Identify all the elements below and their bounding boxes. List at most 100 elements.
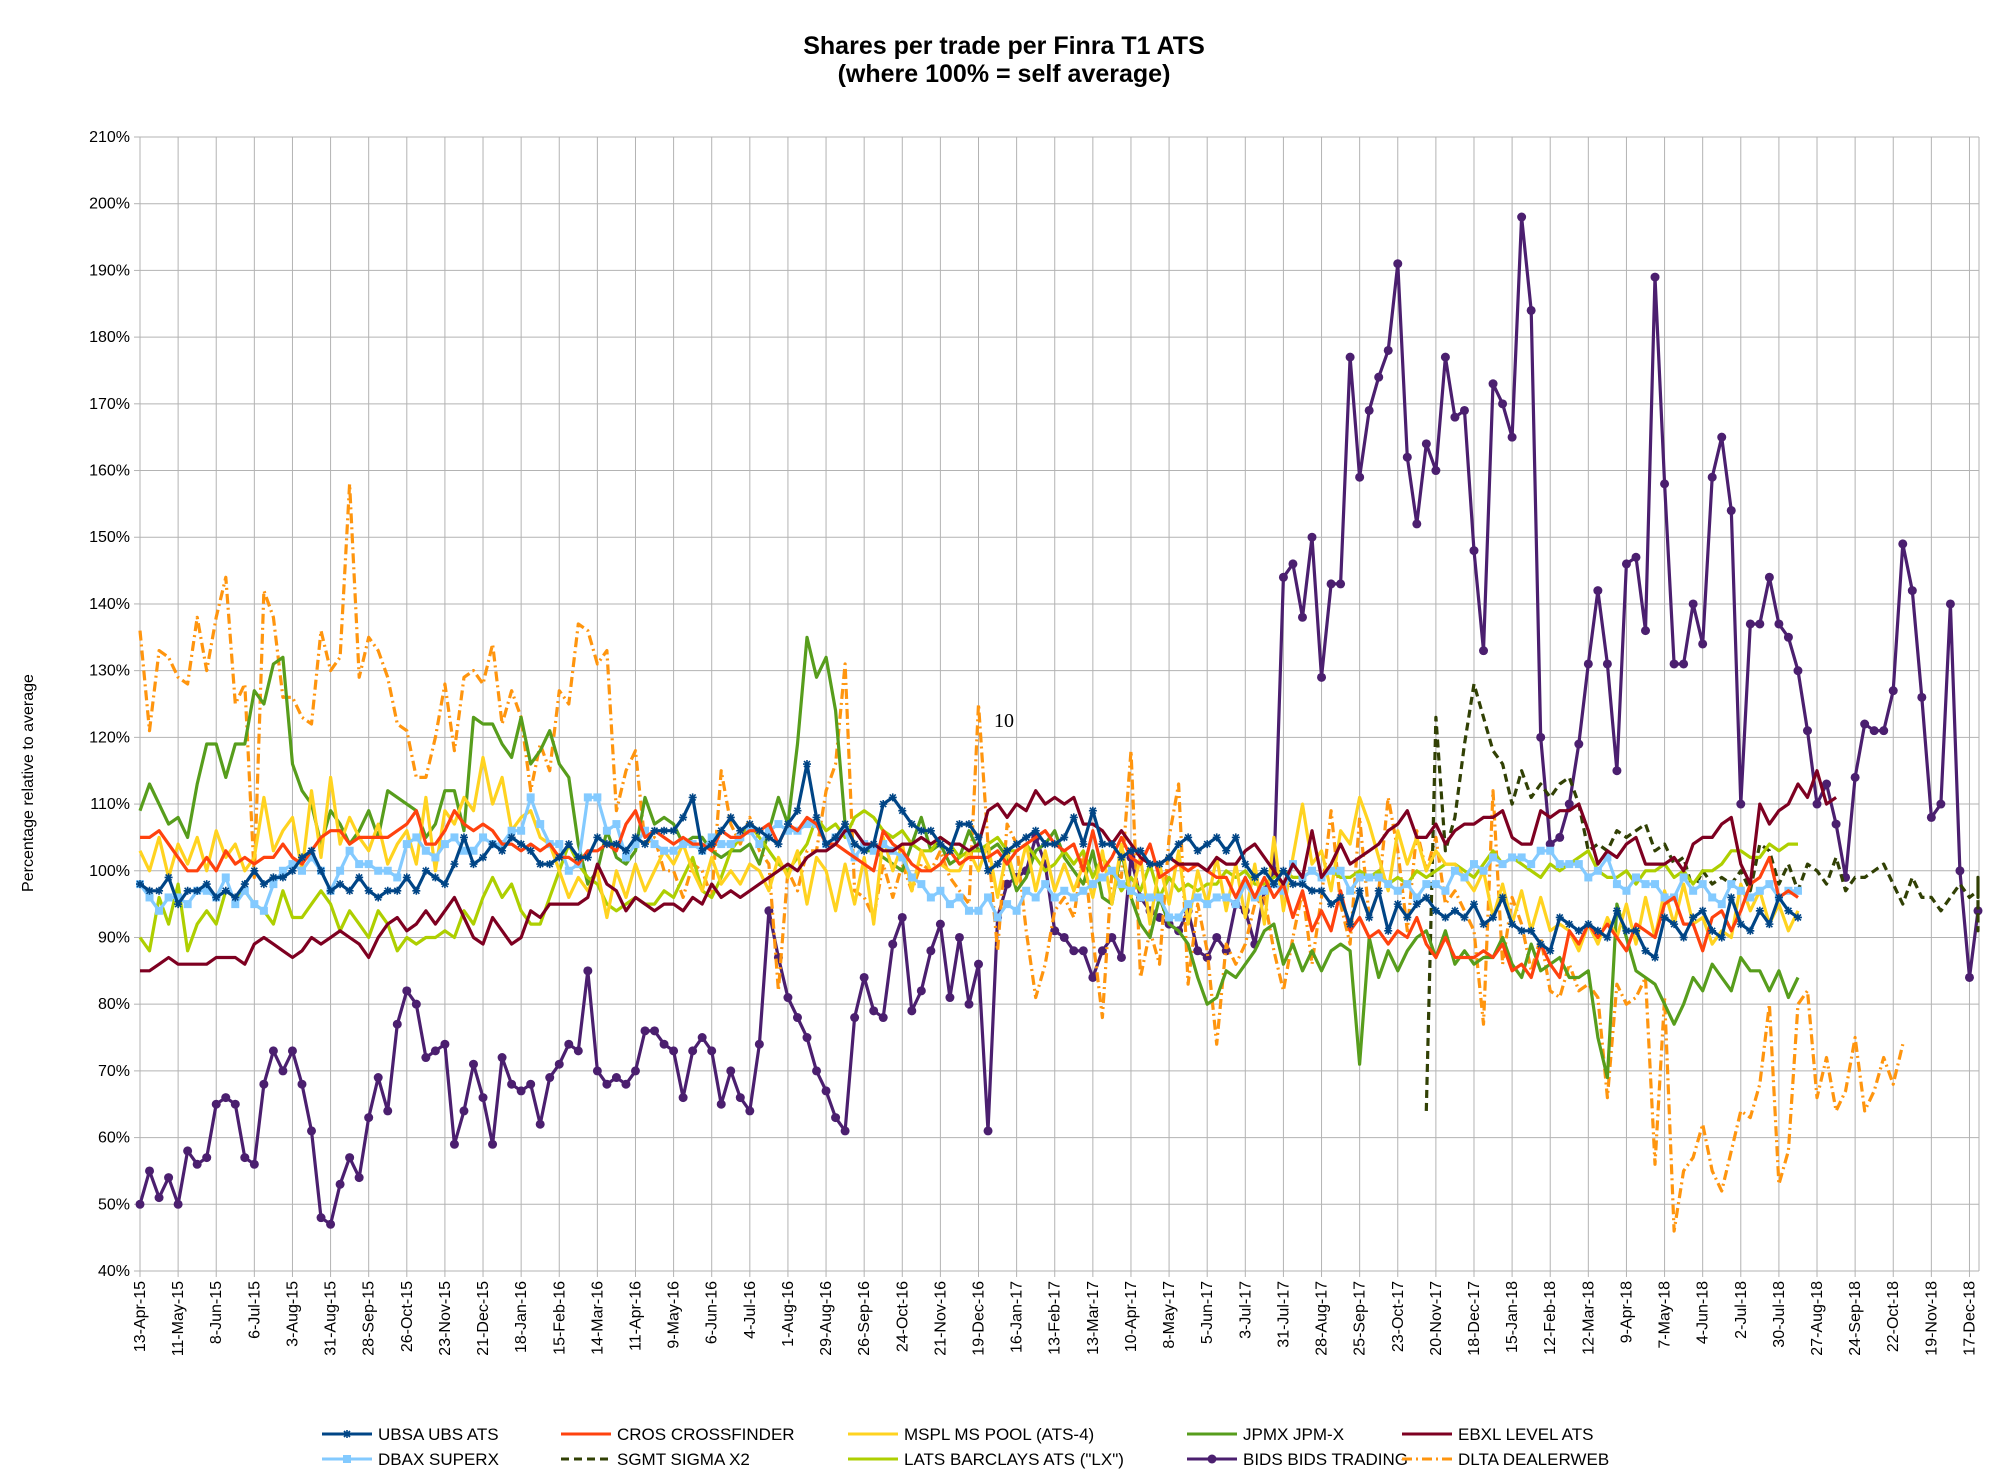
data-point (145, 1166, 155, 1176)
series-line-sgmt-sigma-x2 (1424, 682, 1980, 1111)
data-point (1555, 860, 1564, 869)
data-point (679, 813, 688, 822)
y-tick-label: 200% (89, 196, 130, 213)
data-point (1383, 345, 1393, 355)
data-point (1945, 599, 1955, 609)
data-point (421, 1053, 431, 1063)
data-point (1584, 920, 1593, 929)
data-point (1764, 572, 1774, 582)
data-point (878, 1013, 888, 1023)
data-point (1765, 920, 1774, 929)
data-point (221, 886, 230, 895)
x-tick-label: 15-Feb-16 (551, 1281, 568, 1355)
x-tick-label: 23-Nov-15 (437, 1281, 454, 1356)
legend-entry-cros-crossfinder: CROS CROSSFINDER (561, 1425, 795, 1444)
data-point (1679, 873, 1688, 882)
x-tick-label: 19-Dec-16 (971, 1281, 988, 1356)
data-point (488, 840, 497, 849)
data-point (964, 820, 973, 829)
data-point (1489, 913, 1498, 922)
data-point (945, 846, 954, 855)
data-point (564, 1039, 574, 1049)
data-point (450, 833, 459, 842)
data-point (307, 846, 316, 855)
data-point (650, 1026, 660, 1036)
y-tick-label: 150% (89, 529, 130, 546)
data-point (716, 1099, 726, 1109)
y-tick-label: 160% (89, 463, 130, 480)
legend-entry-sgmt-sigma-x2: SGMT SIGMA X2 (561, 1450, 750, 1469)
data-point (355, 873, 364, 882)
data-point (1116, 952, 1126, 962)
data-point (1307, 532, 1317, 542)
data-point (1450, 412, 1460, 422)
data-point (573, 1046, 583, 1056)
data-point (202, 880, 211, 889)
data-point (764, 826, 773, 835)
data-point (1651, 953, 1660, 962)
data-point (507, 833, 516, 842)
data-point (1374, 886, 1383, 895)
data-point (736, 826, 745, 835)
data-point (1508, 853, 1517, 862)
data-point (1297, 612, 1307, 622)
data-point (1422, 880, 1431, 889)
data-point (802, 1033, 812, 1043)
data-point (812, 1066, 822, 1076)
data-point (535, 1119, 545, 1129)
data-point (974, 959, 984, 969)
data-point (841, 820, 850, 829)
data-point (507, 1079, 517, 1089)
data-point (450, 860, 459, 869)
data-point (1708, 893, 1717, 902)
data-point (431, 853, 440, 862)
x-tick-label: 24-Sep-18 (1847, 1281, 1864, 1356)
data-point (1660, 913, 1669, 922)
data-point (1393, 259, 1403, 269)
data-point (317, 866, 326, 875)
data-point (1241, 860, 1250, 869)
data-point (1679, 933, 1688, 942)
data-point (926, 826, 935, 835)
data-point (297, 866, 306, 875)
data-point (1507, 432, 1517, 442)
data-point (250, 900, 259, 909)
data-point (678, 1093, 688, 1103)
x-tick-label: 18-Dec-17 (1466, 1281, 1483, 1356)
data-point (888, 939, 898, 949)
data-point (1279, 866, 1288, 875)
data-point (230, 1099, 240, 1109)
y-tick-label: 170% (89, 396, 130, 413)
data-point (1793, 913, 1802, 922)
x-tick-label: 29-Aug-16 (818, 1281, 835, 1356)
legend-label: DLTA DEALERWEB (1458, 1450, 1609, 1469)
y-tick-label: 70% (98, 1063, 130, 1080)
data-point (278, 866, 287, 875)
y-tick-label: 210% (89, 129, 130, 146)
data-point (1069, 893, 1078, 902)
data-point (1955, 866, 1965, 876)
data-point (1088, 972, 1098, 982)
data-point (554, 1059, 564, 1069)
data-point (898, 806, 907, 815)
data-point (984, 893, 993, 902)
data-point (1450, 906, 1459, 915)
data-point (374, 893, 383, 902)
data-point (1536, 846, 1545, 855)
data-point (1041, 840, 1050, 849)
data-point (1574, 926, 1583, 935)
data-point (974, 833, 983, 842)
data-point (764, 833, 773, 842)
data-point (145, 893, 154, 902)
data-point (1669, 659, 1679, 669)
data-point (164, 893, 173, 902)
data-point (1536, 732, 1546, 742)
data-point (1136, 846, 1145, 855)
data-point (411, 999, 421, 1009)
x-tick-label: 24-Oct-16 (894, 1281, 911, 1352)
data-point (1489, 853, 1498, 862)
data-point (1546, 846, 1555, 855)
series-line-bids-bids-trading (138, 215, 1980, 1226)
data-point (240, 880, 249, 889)
data-point (1555, 832, 1565, 842)
